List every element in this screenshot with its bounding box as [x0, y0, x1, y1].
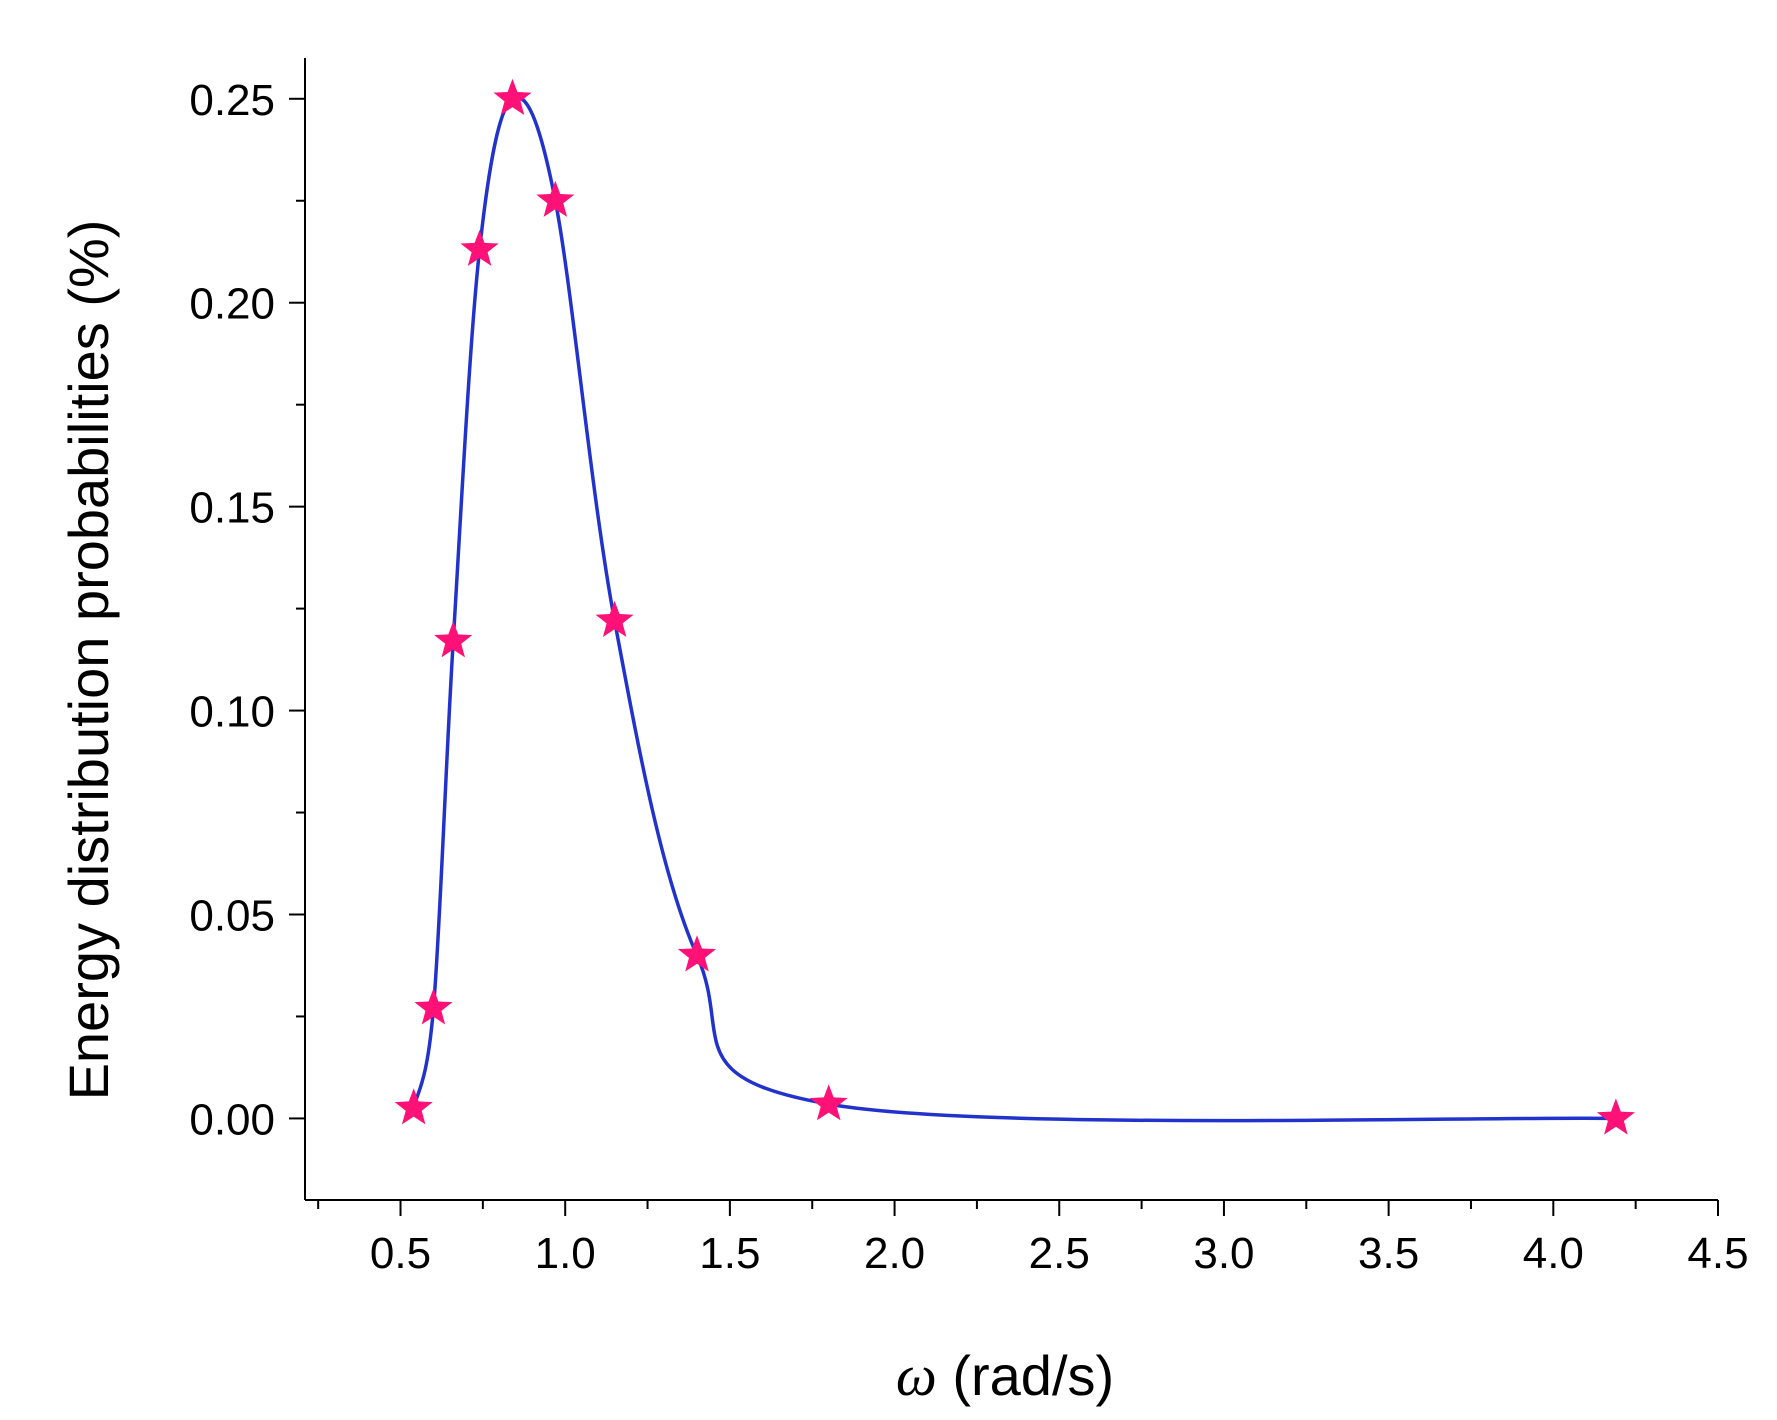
y-tick-label: 0.25 [189, 76, 275, 125]
data-point-star [460, 229, 499, 266]
data-point-star [536, 180, 575, 217]
y-axis-title: Energy distribution probabilities (%) [57, 220, 120, 1101]
data-point-star [809, 1084, 848, 1121]
data-point-star [414, 988, 453, 1025]
data-point-star [595, 600, 634, 637]
x-tick-label: 1.5 [699, 1229, 760, 1278]
data-point-star [394, 1088, 433, 1125]
series-markers [394, 78, 1635, 1135]
x-tick-label: 0.5 [370, 1229, 431, 1278]
x-tick-label: 2.5 [1029, 1229, 1090, 1278]
x-axis-ticks: 0.5 1.0 1.5 2.0 2.5 3.0 3.5 4.0 4.5 [317, 1200, 1749, 1278]
data-point-star [1596, 1098, 1635, 1135]
y-tick-label: 0.00 [189, 1095, 275, 1144]
x-axis-symbol: ω [896, 1343, 937, 1408]
x-tick-label: 3.5 [1358, 1229, 1419, 1278]
y-tick-label: 0.15 [189, 484, 275, 533]
axes [304, 58, 1718, 1201]
x-tick-label: 3.0 [1193, 1229, 1254, 1278]
y-tick-label: 0.05 [189, 892, 275, 941]
x-axis-title: ω (rad/s) [896, 1343, 1114, 1408]
y-tick-label: 0.10 [189, 688, 275, 737]
series-line [411, 95, 1616, 1123]
y-tick-label: 0.20 [189, 280, 275, 329]
x-tick-label: 4.5 [1687, 1229, 1748, 1278]
x-tick-label: 1.0 [535, 1229, 596, 1278]
data-point-star [434, 621, 473, 658]
data-point-star [493, 78, 532, 115]
data-point-star [677, 935, 716, 972]
y-axis-ticks: 0.00 0.05 0.10 0.15 0.20 0.25 [189, 76, 305, 1144]
x-tick-label: 4.0 [1523, 1229, 1584, 1278]
x-tick-label: 2.0 [864, 1229, 925, 1278]
x-axis-unit: (rad/s) [937, 1344, 1114, 1407]
